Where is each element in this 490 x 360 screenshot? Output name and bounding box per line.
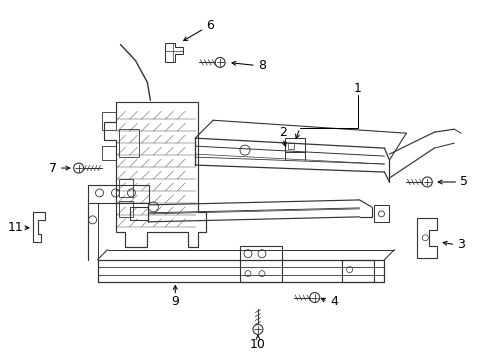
Text: 5: 5 xyxy=(460,175,468,189)
Text: 4: 4 xyxy=(331,295,339,308)
Bar xyxy=(130,207,148,220)
Text: 9: 9 xyxy=(172,295,179,308)
Text: 10: 10 xyxy=(250,338,266,351)
Bar xyxy=(120,201,133,217)
Text: 2: 2 xyxy=(279,126,287,139)
Bar xyxy=(288,143,294,149)
Bar xyxy=(285,138,305,152)
Text: 1: 1 xyxy=(354,82,362,95)
Bar xyxy=(101,146,116,160)
Text: 8: 8 xyxy=(258,59,266,72)
Bar xyxy=(373,205,390,222)
Bar xyxy=(120,179,133,197)
Text: 7: 7 xyxy=(49,162,57,175)
Bar xyxy=(101,112,116,130)
Text: 6: 6 xyxy=(206,19,214,32)
Text: 11: 11 xyxy=(8,221,24,234)
Text: 3: 3 xyxy=(457,238,465,251)
Bar xyxy=(120,129,140,157)
Bar xyxy=(240,246,282,282)
Bar xyxy=(342,260,373,282)
